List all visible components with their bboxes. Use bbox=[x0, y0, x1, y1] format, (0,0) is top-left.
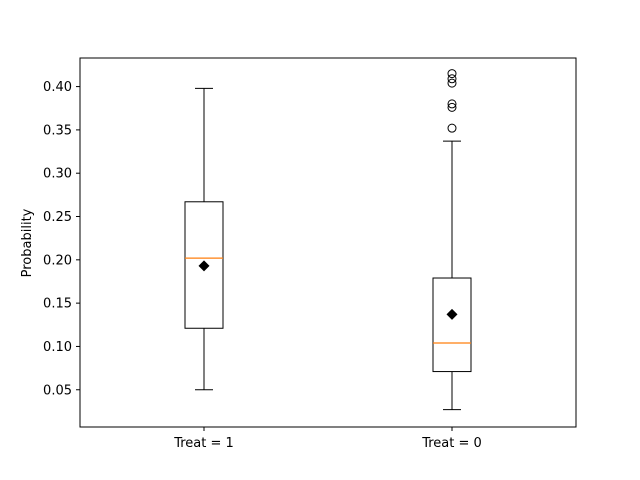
outlier-point bbox=[447, 123, 457, 133]
boxes bbox=[184, 69, 472, 411]
outlier-point bbox=[447, 74, 457, 84]
x-tick-label: Treat = 1 bbox=[173, 436, 234, 451]
y-tick-label: 0.40 bbox=[43, 80, 72, 95]
y-tick-label: 0.35 bbox=[43, 123, 72, 138]
box bbox=[184, 201, 224, 329]
y-axis-label: Probability bbox=[20, 208, 35, 277]
y-tick-label: 0.30 bbox=[43, 167, 72, 182]
box-group bbox=[432, 69, 472, 411]
y-tick-label: 0.20 bbox=[43, 253, 72, 268]
y-axis: 0.05 0.10 0.15 0.20 0.25 0.30 0.35 0.40 bbox=[43, 80, 80, 398]
plot-frame bbox=[79, 57, 577, 428]
outlier-point bbox=[447, 69, 457, 79]
x-tick-label: Treat = 0 bbox=[421, 436, 482, 451]
y-tick-label: 0.15 bbox=[43, 297, 72, 312]
mean-marker bbox=[198, 260, 210, 272]
plot-area bbox=[80, 58, 576, 427]
y-tick-label: 0.25 bbox=[43, 210, 72, 225]
outlier-point bbox=[447, 78, 457, 88]
outlier-point bbox=[447, 102, 457, 112]
y-tick-label: 0.10 bbox=[43, 340, 72, 355]
mean-marker bbox=[446, 308, 458, 320]
x-axis: Treat = 1 Treat = 0 bbox=[173, 427, 482, 451]
box-group bbox=[184, 87, 224, 391]
outlier-point bbox=[447, 99, 457, 109]
box bbox=[432, 277, 472, 373]
y-tick-label: 0.05 bbox=[43, 383, 72, 398]
